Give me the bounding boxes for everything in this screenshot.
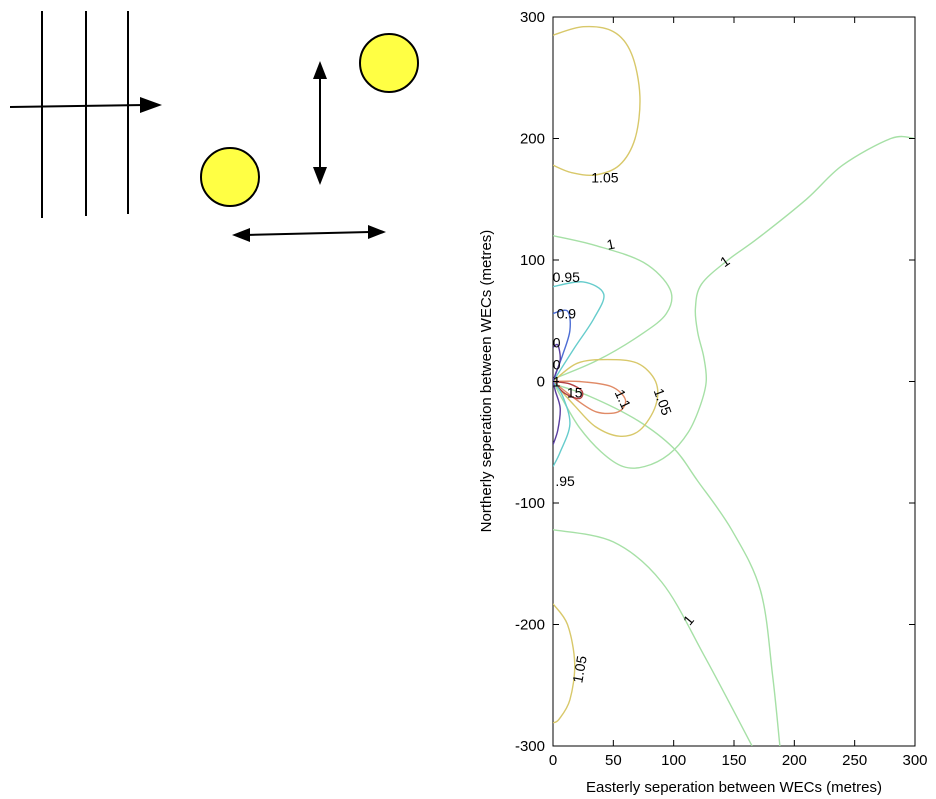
contour-line-1-05 bbox=[553, 358, 659, 438]
contour-label: 1.1 bbox=[612, 387, 635, 412]
wec-circle-upper bbox=[359, 33, 419, 93]
contour-line-0-85 bbox=[553, 381, 561, 445]
x-tick-label: 300 bbox=[902, 752, 927, 769]
contour-line-1-05 bbox=[553, 603, 576, 724]
contour-label: 0.9 bbox=[557, 305, 577, 321]
y-axis-label: Northerly seperation between WECs (metre… bbox=[478, 230, 495, 533]
wave-schematic bbox=[9, 11, 162, 218]
wec-schematic bbox=[200, 33, 419, 242]
x-tick-label: 250 bbox=[842, 752, 867, 769]
contour-label: 15 bbox=[567, 384, 583, 400]
y-tick-label: -200 bbox=[515, 617, 545, 634]
plot-frame bbox=[552, 16, 916, 747]
northerly-separation-arrow bbox=[313, 61, 327, 185]
axis-ticks bbox=[552, 16, 916, 747]
y-tick-label: 200 bbox=[520, 131, 545, 148]
contour-line-1 bbox=[553, 383, 781, 746]
x-tick-label: 200 bbox=[782, 752, 807, 769]
contour-label: 1.05 bbox=[591, 169, 618, 185]
x-tick-label: 50 bbox=[605, 752, 622, 769]
contour-label: .95 bbox=[555, 473, 575, 489]
contour-line-1-15 bbox=[553, 380, 584, 400]
x-tick-label: 0 bbox=[549, 752, 557, 769]
y-tick-label: -100 bbox=[515, 495, 545, 512]
contour-label: 1.05 bbox=[569, 654, 590, 684]
easterly-separation-arrow bbox=[232, 225, 386, 242]
contour-line-0-95 bbox=[553, 381, 571, 467]
contour-label: 0 bbox=[553, 356, 561, 372]
y-tick-label: 0 bbox=[537, 374, 545, 391]
contour-line-1 bbox=[553, 529, 753, 746]
wec-circle-lower bbox=[200, 147, 260, 207]
contour-label: 0 bbox=[553, 335, 561, 351]
contour-label: 0.95 bbox=[553, 269, 580, 285]
y-tick-label: 100 bbox=[520, 252, 545, 269]
x-tick-label: 100 bbox=[661, 752, 686, 769]
y-tick-label: -300 bbox=[515, 738, 545, 755]
contour-lines bbox=[553, 25, 915, 746]
contour-line-0-95 bbox=[553, 281, 605, 382]
contour-label: 1 bbox=[605, 235, 616, 252]
contour-line-1-05 bbox=[553, 25, 641, 177]
contour-line-1 bbox=[553, 135, 915, 469]
contour-line-0-85 bbox=[553, 343, 561, 382]
wave-direction-arrowhead bbox=[140, 97, 162, 113]
x-tick-label: 150 bbox=[721, 752, 746, 769]
y-tick-label: 300 bbox=[520, 9, 545, 26]
contour-line-1-1 bbox=[553, 380, 627, 415]
contour-line-1 bbox=[553, 235, 673, 380]
x-axis-label: Easterly seperation between WECs (metres… bbox=[586, 779, 882, 796]
wave-direction-arrow bbox=[9, 104, 147, 108]
